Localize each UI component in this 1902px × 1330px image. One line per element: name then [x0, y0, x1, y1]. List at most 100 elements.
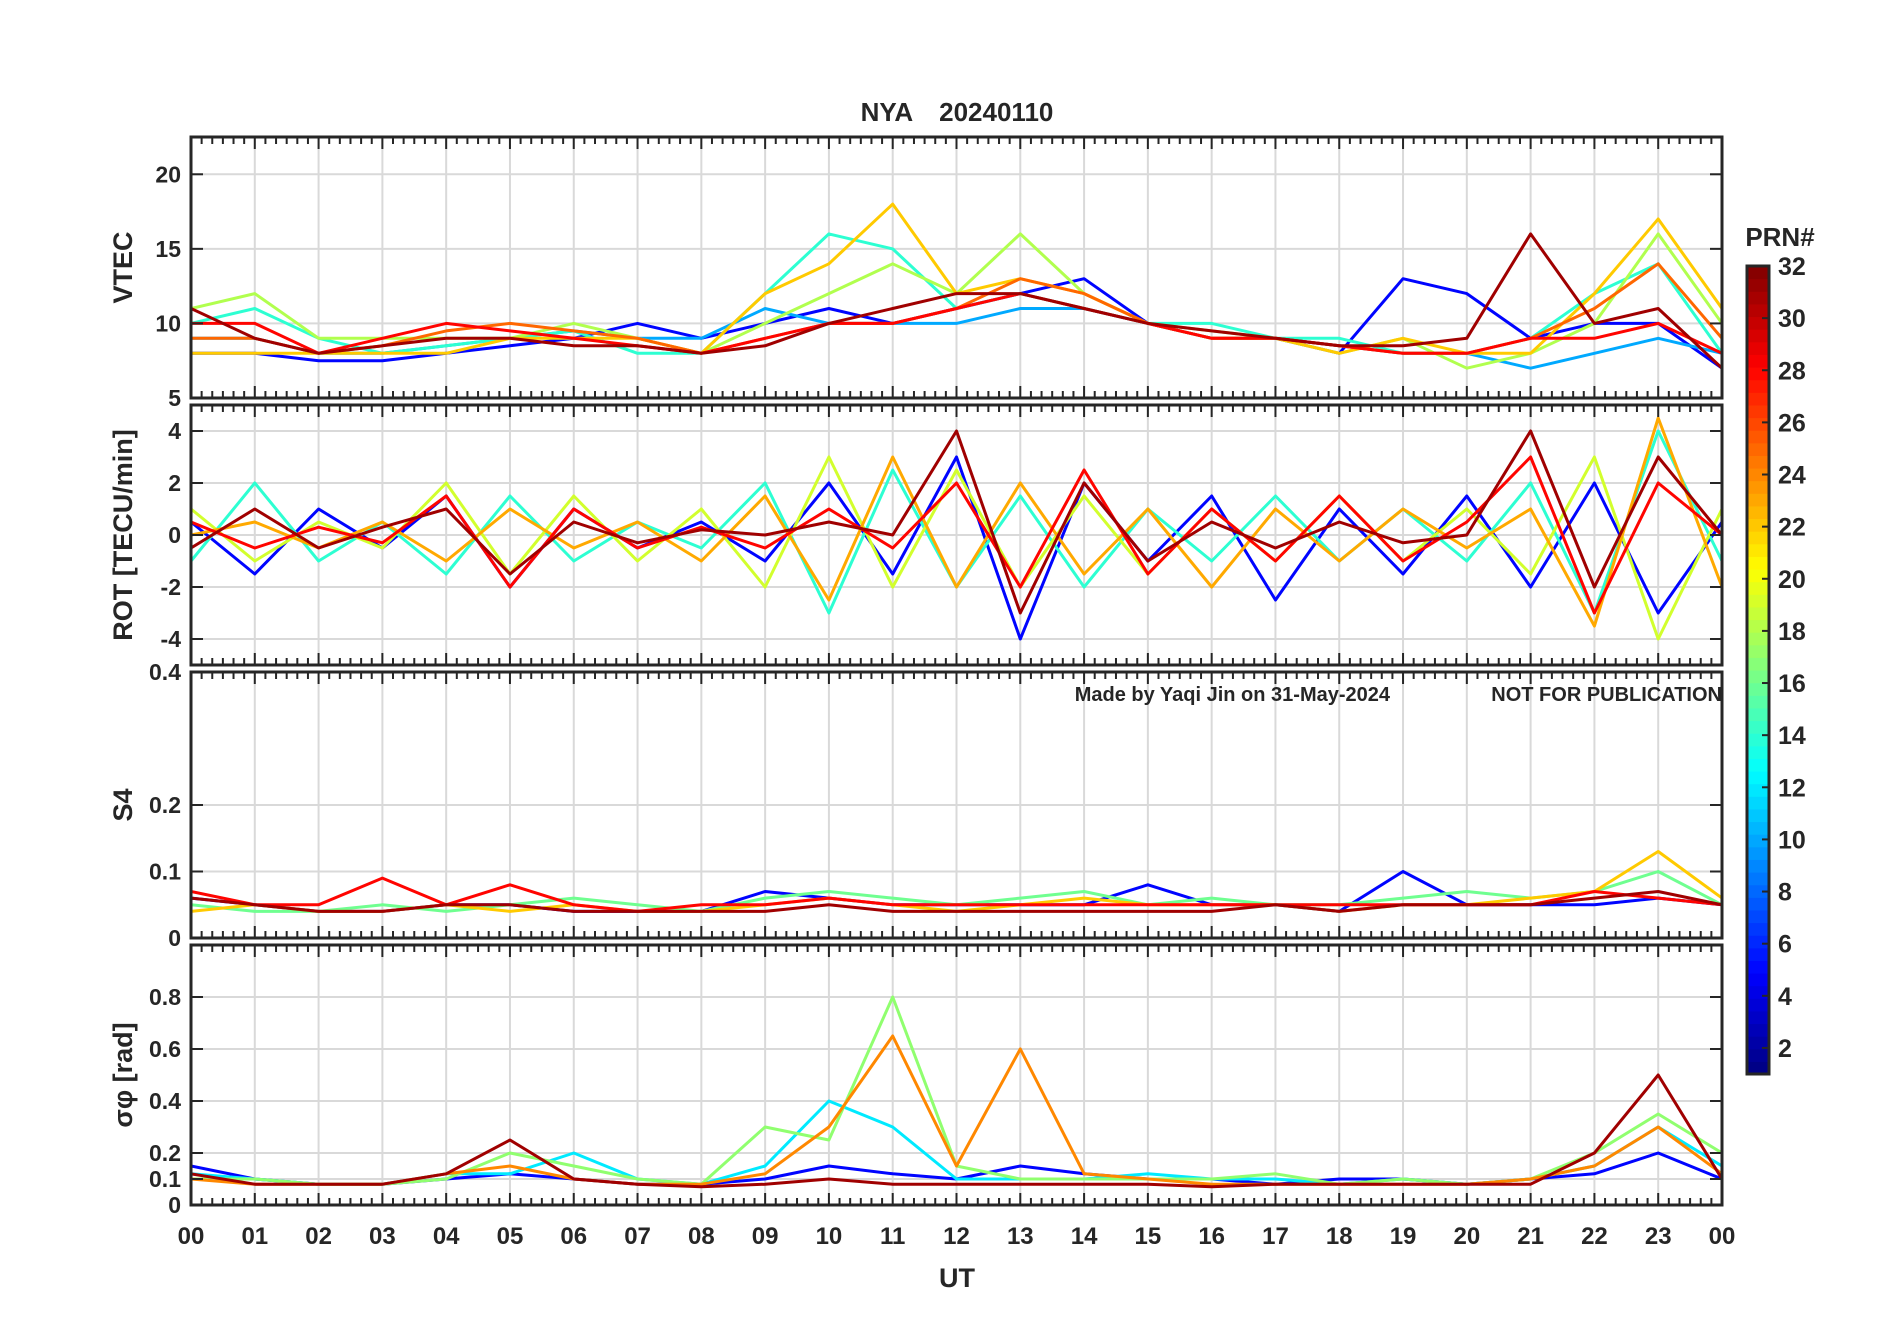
- x-tick-label: 17: [1262, 1223, 1289, 1250]
- panel-vtec: 5 10 15 20 VTEC: [108, 135, 1724, 411]
- colorbar-segment: [1747, 632, 1769, 646]
- colorbar-tick-label: 18: [1778, 618, 1806, 646]
- x-tick-label: 14: [1071, 1223, 1098, 1250]
- y-axis-label: VTEC: [108, 231, 138, 303]
- colorbar-segment: [1747, 872, 1769, 886]
- colorbar-segment: [1747, 303, 1769, 318]
- series-prn-19: [191, 455, 1722, 641]
- x-tick-label: 08: [688, 1223, 715, 1250]
- series-group: [191, 202, 1722, 370]
- colorbar-segment: [1747, 278, 1769, 292]
- x-axis-label: UT: [939, 1263, 975, 1293]
- colorbar-segment: [1747, 670, 1769, 684]
- panel-sigma_phi: 00.10.2 0.4 0.6 0.8 σφ [rad]: [108, 943, 1724, 1218]
- colorbar-segment: [1747, 329, 1769, 343]
- series-group: [191, 416, 1722, 641]
- y-tick-label: -4: [161, 626, 182, 652]
- colorbar-segment: [1747, 442, 1769, 456]
- x-tick-label: 15: [1135, 1223, 1162, 1250]
- colorbar-segment: [1747, 720, 1769, 734]
- colorbar-tick-label: 28: [1778, 357, 1806, 385]
- colorbar-tick-label: 32: [1778, 253, 1806, 281]
- colorbar-segment: [1747, 859, 1769, 873]
- x-tick-label: 06: [560, 1223, 587, 1250]
- x-tick-label: 07: [624, 1223, 651, 1250]
- x-tick-label: 05: [497, 1223, 524, 1250]
- colorbar-segment: [1747, 998, 1769, 1012]
- colorbar-segment: [1747, 480, 1769, 494]
- colorbar-segment: [1747, 316, 1769, 330]
- colorbar-segment: [1747, 947, 1769, 961]
- colorbar-tick-label: 12: [1778, 774, 1806, 802]
- figure-title: NYA 20240110: [861, 97, 1054, 127]
- colorbar-tick-label: 4: [1778, 983, 1792, 1011]
- colorbar-segment: [1747, 909, 1769, 924]
- colorbar-segment: [1747, 935, 1769, 949]
- colorbar-segment: [1747, 581, 1769, 595]
- watermark-author: Made by Yaqi Jin on 31-May-2024: [1075, 684, 1391, 706]
- x-tick-label: 18: [1326, 1223, 1353, 1250]
- y-tick-label: 2: [168, 470, 181, 496]
- y-axis-label: S4: [108, 788, 138, 821]
- panel-s4: 0 0.1 0.2 0.4 S4: [108, 659, 1724, 951]
- y-tick-label: 0: [168, 522, 181, 548]
- colorbar-segment: [1747, 1023, 1769, 1037]
- colorbar-segment: [1747, 505, 1769, 520]
- colorbar-segment: [1747, 821, 1769, 835]
- colorbar-segment: [1747, 455, 1769, 469]
- x-tick-label: 09: [752, 1223, 779, 1250]
- colorbar-segment: [1747, 1036, 1769, 1050]
- colorbar-tick-label: 8: [1778, 879, 1792, 907]
- y-tick-label: 4: [168, 418, 181, 444]
- x-tick-label: 03: [369, 1223, 396, 1250]
- x-tick-label: 20: [1453, 1223, 1480, 1250]
- title-station: NYA: [861, 97, 914, 127]
- x-tick-label: 02: [305, 1223, 332, 1250]
- y-tick-label: 0.2: [149, 792, 181, 818]
- colorbar-segment: [1747, 417, 1769, 431]
- colorbar-segment: [1747, 430, 1769, 444]
- colorbar-segment: [1747, 682, 1769, 696]
- colorbar-segment: [1747, 922, 1769, 936]
- colorbar-frame: [1745, 264, 1771, 1076]
- x-tick-label: 22: [1581, 1223, 1608, 1250]
- colorbar-tick-label: 22: [1778, 514, 1806, 542]
- colorbar-segment: [1747, 973, 1769, 987]
- colorbar-segment: [1747, 846, 1769, 860]
- colorbar-segment: [1747, 606, 1769, 621]
- y-tick-label: 0: [168, 1192, 181, 1218]
- x-tick-label: 00: [1709, 1223, 1736, 1250]
- colorbar-segment: [1747, 266, 1769, 280]
- colorbar-segment: [1747, 379, 1769, 393]
- y-tick-label: 20: [155, 161, 181, 187]
- y-tick-label: 0.6: [149, 1036, 181, 1062]
- x-tick-label: 23: [1645, 1223, 1672, 1250]
- colorbar-segment: [1747, 657, 1769, 671]
- colorbar-segment: [1747, 733, 1769, 747]
- colorbar-segment: [1747, 783, 1769, 797]
- y-tick-label: 15: [155, 236, 181, 262]
- colorbar-segment: [1747, 707, 1769, 722]
- colorbar-segment: [1747, 758, 1769, 772]
- colorbar-tick-label: 10: [1778, 826, 1806, 854]
- colorbar-segment: [1747, 1010, 1769, 1025]
- colorbar-segment: [1747, 1061, 1769, 1075]
- colorbar-segment: [1747, 556, 1769, 570]
- colorbar-segment: [1747, 493, 1769, 507]
- colorbar-segment: [1747, 834, 1769, 848]
- colorbar-segment: [1747, 354, 1769, 368]
- x-tick-label: 04: [433, 1223, 460, 1250]
- series-prn-23: [191, 416, 1722, 628]
- colorbar-segment: [1747, 884, 1769, 898]
- series-prn-31: [191, 232, 1722, 370]
- y-tick-label: 0: [168, 925, 181, 951]
- series-prn-31: [191, 1073, 1722, 1189]
- x-tick-label: 13: [1007, 1223, 1034, 1250]
- y-tick-label: 0.1: [149, 1166, 181, 1192]
- colorbar-segment: [1747, 644, 1769, 658]
- colorbar-segment: [1747, 745, 1769, 759]
- colorbar-segment: [1747, 569, 1769, 583]
- colorbar-segment: [1747, 392, 1769, 406]
